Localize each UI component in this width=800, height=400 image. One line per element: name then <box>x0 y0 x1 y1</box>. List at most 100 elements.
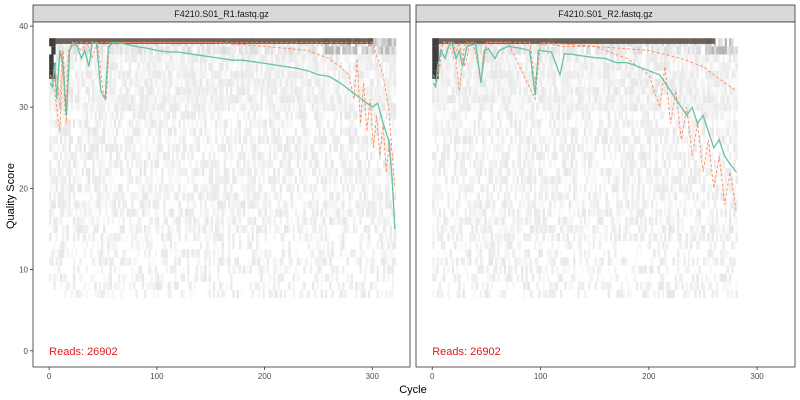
heatmap-cell <box>199 184 203 193</box>
heatmap-cell <box>331 200 334 209</box>
heatmap-cell <box>247 168 250 177</box>
heatmap-cell <box>529 224 533 234</box>
heatmap-cell <box>191 289 194 298</box>
heatmap-cell <box>538 78 541 87</box>
heatmap-cell <box>167 127 170 136</box>
heatmap-cell <box>62 168 65 177</box>
heatmap-cell <box>445 78 448 87</box>
heatmap-cell <box>505 95 509 104</box>
heatmap-cell <box>240 86 244 96</box>
heatmap-cell <box>103 289 106 298</box>
heatmap-cell <box>490 192 494 201</box>
heatmap-cell <box>268 224 272 234</box>
heatmap-cell <box>208 86 211 96</box>
heatmap-cell <box>236 216 239 225</box>
heatmap-cell <box>193 143 196 152</box>
heatmap-cell <box>277 281 280 290</box>
heatmap-cell <box>187 208 190 217</box>
heatmap-cell <box>182 62 186 71</box>
heatmap-cell <box>262 78 265 87</box>
heatmap-cell <box>234 192 237 201</box>
heatmap-cell <box>77 78 80 87</box>
heatmap-cell <box>305 224 308 234</box>
heatmap-cell <box>440 62 444 71</box>
heatmap-cell <box>566 46 569 55</box>
heatmap-cell <box>488 62 491 71</box>
heatmap-cell <box>497 143 500 152</box>
heatmap-cell <box>440 111 444 120</box>
heatmap-cell <box>440 103 444 112</box>
heatmap-cell <box>342 233 345 242</box>
heatmap-cell <box>260 249 263 258</box>
heatmap-cell <box>438 257 442 266</box>
heatmap-cell <box>113 103 117 112</box>
heatmap-cell <box>85 62 89 71</box>
heatmap-cell <box>570 176 574 185</box>
heatmap-cell <box>253 151 257 160</box>
heatmap-cell <box>378 192 382 201</box>
heatmap-cell <box>447 62 450 71</box>
heatmap-cell <box>215 95 218 104</box>
heatmap-cell <box>59 168 63 177</box>
heatmap-cell <box>288 176 291 185</box>
heatmap-cell <box>77 119 80 128</box>
heatmap-cell <box>357 184 360 193</box>
heatmap-cell <box>105 168 108 177</box>
heatmap-cell <box>367 233 371 242</box>
heatmap-cell <box>268 62 272 71</box>
heatmap-cell <box>484 78 487 87</box>
heatmap-cell <box>189 192 192 201</box>
heatmap-cell <box>70 184 74 193</box>
heatmap-cell <box>92 241 95 250</box>
heatmap-cell <box>510 62 513 71</box>
heatmap-cell <box>187 192 190 201</box>
heatmap-cell <box>51 46 54 55</box>
heatmap-cell <box>143 95 147 104</box>
heatmap-cell <box>176 103 179 112</box>
heatmap-cell <box>68 208 71 217</box>
heatmap-cell <box>540 241 543 250</box>
heatmap-cell <box>79 135 82 144</box>
heatmap-cell <box>70 62 74 71</box>
heatmap-cell <box>344 86 347 96</box>
heatmap-cell <box>529 78 533 87</box>
heatmap-cell <box>62 192 65 201</box>
heatmap-cell <box>96 160 99 169</box>
heatmap-cell <box>167 111 170 120</box>
heatmap-cell <box>514 135 517 144</box>
heatmap-cell <box>115 241 119 250</box>
heatmap-cell <box>120 46 123 55</box>
heatmap-cell <box>445 216 448 225</box>
heatmap-cell <box>53 249 56 258</box>
heatmap-cell <box>438 46 442 55</box>
heatmap-cell <box>113 208 117 217</box>
heatmap-cell <box>443 208 446 217</box>
heatmap-cell <box>59 160 63 169</box>
heatmap-cell <box>383 38 386 47</box>
heatmap-cell <box>318 95 321 104</box>
heatmap-cell <box>107 143 110 152</box>
heatmap-cell <box>495 257 498 266</box>
heatmap-cell <box>281 241 285 250</box>
heatmap-cell <box>322 257 326 266</box>
heatmap-cell <box>137 151 140 160</box>
heatmap-cell <box>344 151 347 160</box>
heatmap-cell <box>490 249 494 258</box>
heatmap-cell <box>260 160 263 169</box>
heatmap-cell <box>547 224 550 234</box>
heatmap-cell <box>199 200 203 209</box>
heatmap-cell <box>77 160 80 169</box>
heatmap-cell <box>391 257 395 266</box>
heatmap-cell <box>538 265 541 274</box>
heatmap-cell <box>217 78 220 87</box>
heatmap-cell <box>309 257 313 266</box>
heatmap-cell <box>453 70 457 79</box>
heatmap-cell <box>361 200 364 209</box>
heatmap-cell <box>141 86 145 96</box>
heatmap-cell <box>217 200 220 209</box>
heatmap-cell <box>243 95 246 104</box>
heatmap-cell <box>277 46 280 55</box>
heatmap-cell <box>253 281 257 290</box>
heatmap-cell <box>549 135 552 144</box>
heatmap-cell <box>154 54 158 63</box>
